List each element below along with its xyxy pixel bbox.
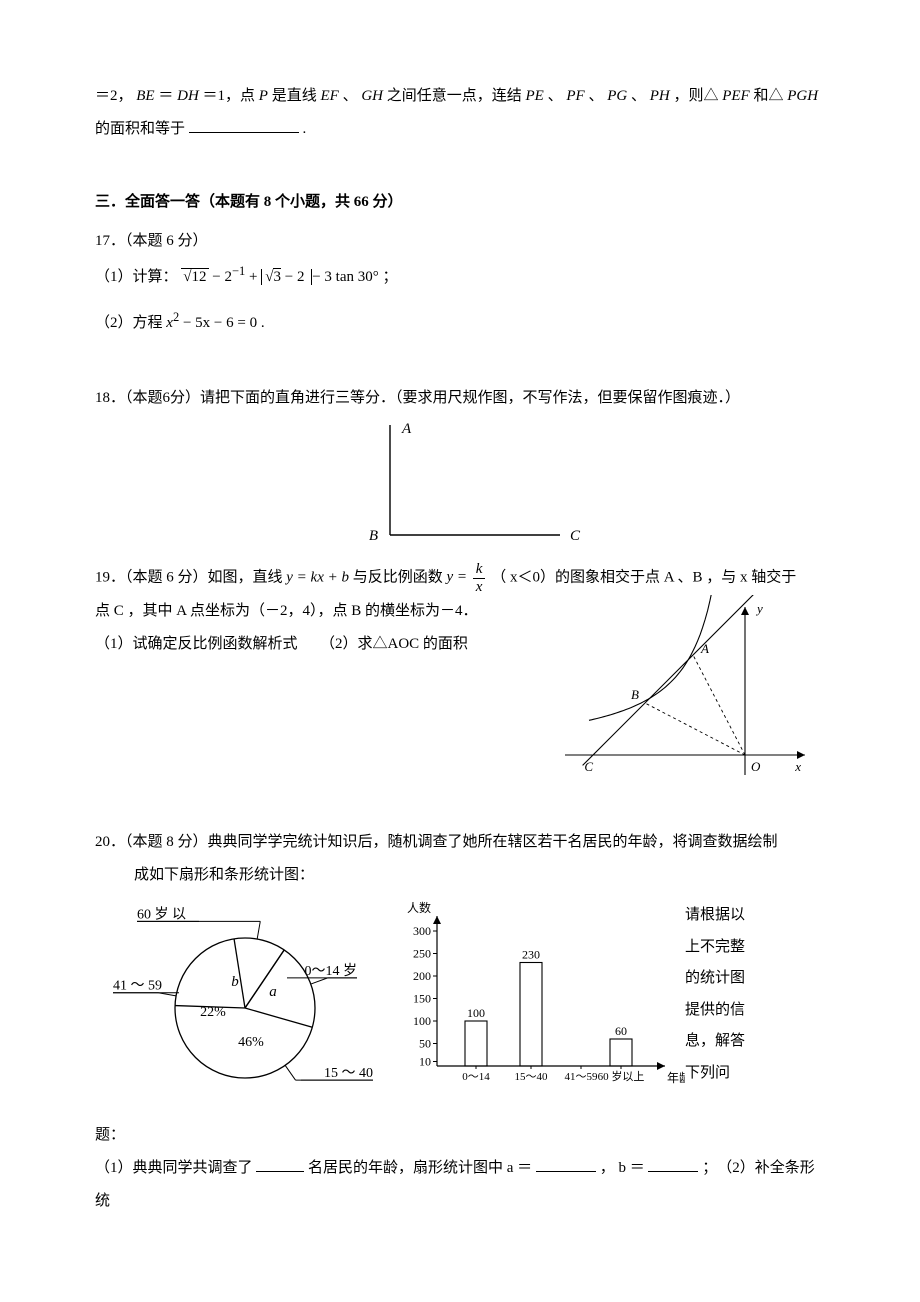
var-ef: EF <box>320 88 338 104</box>
svg-text:200: 200 <box>413 969 431 983</box>
svg-text:0～14: 0～14 <box>462 1071 490 1083</box>
svg-text:A: A <box>700 641 709 656</box>
q19-line2: 点 C ，其中 A 点坐标为（－2，4），点 B 的横坐标为－4． <box>95 595 555 628</box>
label: （1）计算： <box>95 269 178 285</box>
txt: ＝ <box>158 88 173 104</box>
semi: ； <box>383 269 398 285</box>
txt: 、 <box>548 88 563 104</box>
var-pef: PEF <box>722 88 750 104</box>
txt: 之间任意一点，连结 <box>387 88 526 104</box>
svg-text:B: B <box>369 528 378 544</box>
svg-text:60: 60 <box>615 1024 627 1038</box>
svg-text:50: 50 <box>419 1037 431 1051</box>
svg-text:15～40: 15～40 <box>515 1071 548 1083</box>
label: （2）方程 <box>95 315 166 331</box>
svg-text:C: C <box>570 528 581 544</box>
txt: 、 <box>343 88 358 104</box>
svg-text:100: 100 <box>467 1006 485 1020</box>
var-pgh: PGH <box>787 88 818 104</box>
txt: ，则△ <box>673 88 718 104</box>
var-be: BE <box>136 88 154 104</box>
txt: 是直线 <box>272 88 321 104</box>
side-text: 请根据以上不完整的统计图提供的信息，解答下列问 <box>685 896 765 1089</box>
txt: . <box>303 121 307 137</box>
var-pf: PF <box>566 88 584 104</box>
q17-eq2: x2 − 5x − 6 = 0 . <box>166 315 264 331</box>
q20: 20．（本题 8 分）典典同学学完统计知识后，随机调查了她所在辖区若干名居民的年… <box>95 826 825 1218</box>
svg-text:人数: 人数 <box>407 900 431 915</box>
svg-text:C: C <box>584 759 593 774</box>
txt: ＝2， <box>95 88 133 104</box>
svg-text:a: a <box>269 984 277 1000</box>
txt: ＝1，点 <box>203 88 259 104</box>
var-p: P <box>259 88 268 104</box>
svg-text:年龄: 年龄 <box>667 1071 685 1085</box>
q20-line2: 成如下扇形和条形统计图： <box>95 859 825 892</box>
txt: 和△ <box>753 88 783 104</box>
right-angle-diagram: A B C <box>330 415 590 555</box>
svg-text:15 ～ 40: 15 ～ 40 <box>324 1066 373 1081</box>
svg-text:y: y <box>755 601 763 616</box>
svg-text:A: A <box>401 421 412 437</box>
txt: 的面积和等于 <box>95 121 185 137</box>
var-dh: DH <box>177 88 199 104</box>
svg-text:100: 100 <box>413 1014 431 1028</box>
q18-figure: A B C <box>95 415 825 555</box>
section-3-title: 三．全面答一答（本题有 8 个小题，共 66 分） <box>95 186 825 219</box>
var-pg: PG <box>607 88 627 104</box>
svg-text:230: 230 <box>522 948 540 962</box>
txt: 、 <box>588 88 603 104</box>
q17-part2: （2）方程 x2 − 5x − 6 = 0 . <box>95 304 825 340</box>
var-gh: GH <box>361 88 383 104</box>
svg-text:10: 10 <box>419 1055 431 1069</box>
pie-chart: a b 22% 46% 60 岁 以 0～14 岁 41 ～ 59 15 ～ 40 <box>95 896 395 1119</box>
svg-text:41 ～ 59: 41 ～ 59 <box>113 979 162 994</box>
fill-blank[interactable] <box>256 1156 304 1172</box>
q19-line1: 19．（本题 6 分）如图，直线 y = kx + b 与反比例函数 y = k… <box>95 561 825 595</box>
svg-text:O: O <box>751 759 761 774</box>
intro-fragment: ＝2， BE ＝ DH ＝1，点 P 是直线 EF 、 GH 之间任意一点，连结… <box>95 80 825 146</box>
inverse-proportion-diagram: A B C Ox y <box>555 595 815 795</box>
q18-text: 18．（本题6分）请把下面的直角进行三等分．（要求用尺规作图，不写作法，但要保留… <box>95 382 825 415</box>
svg-text:60 岁以上: 60 岁以上 <box>598 1069 645 1083</box>
fill-blank[interactable] <box>189 117 299 133</box>
q17-part1: （1）计算： √12 − 2−1 + √3 − 2 − 3 tan 30° ； <box>95 258 825 294</box>
svg-text:B: B <box>631 687 639 702</box>
q17-header: 17．（本题 6 分） <box>95 225 825 258</box>
q20-sub1: （1）典典同学共调查了 名居民的年龄，扇形统计图中 a ＝ ， b ＝ ； （2… <box>95 1152 825 1218</box>
q17-formula: √12 − 2−1 + √3 − 2 − 3 tan 30° <box>181 269 382 285</box>
q18: 18．（本题6分）请把下面的直角进行三等分．（要求用尺规作图，不写作法，但要保留… <box>95 382 825 555</box>
svg-text:22%: 22% <box>200 1005 226 1020</box>
svg-text:250: 250 <box>413 947 431 961</box>
q17: 17．（本题 6 分） （1）计算： √12 − 2−1 + √3 − 2 − … <box>95 225 825 340</box>
svg-text:300: 300 <box>413 924 431 938</box>
var-ph: PH <box>650 88 670 104</box>
q19-line3: （1）试确定反比例函数解析式 （2）求△AOC 的面积 <box>95 628 555 661</box>
svg-text:x: x <box>794 759 801 774</box>
fill-blank[interactable] <box>536 1156 596 1172</box>
bar-chart: 10 50 100 150 200 250 300 人数年龄 100 0～14 230 15～40 41… <box>395 896 685 1119</box>
q19: 19．（本题 6 分）如图，直线 y = kx + b 与反比例函数 y = k… <box>95 561 825 808</box>
svg-text:0～14 岁: 0～14 岁 <box>305 963 358 979</box>
q20-after: 题： <box>95 1119 825 1152</box>
svg-text:46%: 46% <box>238 1035 264 1050</box>
fill-blank[interactable] <box>648 1156 698 1172</box>
q20-line1: 20．（本题 8 分）典典同学学完统计知识后，随机调查了她所在辖区若干名居民的年… <box>95 826 825 859</box>
var-pe: PE <box>526 88 544 104</box>
txt: 、 <box>631 88 646 104</box>
svg-text:41～59: 41～59 <box>565 1071 598 1083</box>
svg-text:150: 150 <box>413 992 431 1006</box>
svg-text:b: b <box>231 974 239 990</box>
svg-text:60 岁 以: 60 岁 以 <box>137 906 186 922</box>
